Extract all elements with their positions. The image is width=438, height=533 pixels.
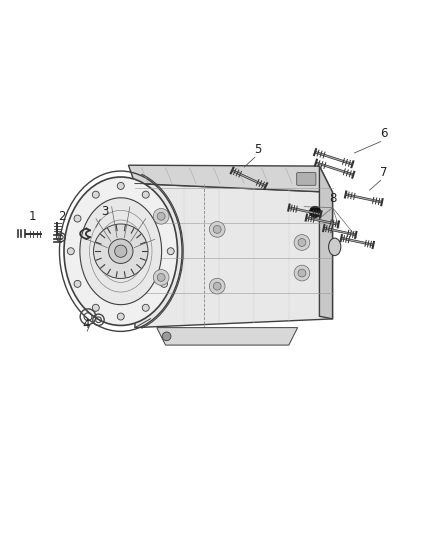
Ellipse shape [167, 248, 174, 255]
Polygon shape [128, 165, 332, 192]
Text: 2: 2 [58, 210, 66, 223]
Text: 1: 1 [28, 210, 36, 223]
Polygon shape [157, 328, 297, 345]
Circle shape [309, 206, 321, 217]
Ellipse shape [74, 215, 81, 222]
Circle shape [109, 239, 133, 263]
Circle shape [162, 332, 171, 341]
Circle shape [157, 212, 165, 220]
Ellipse shape [74, 280, 81, 287]
Circle shape [294, 265, 310, 281]
Text: 4: 4 [82, 318, 90, 331]
Circle shape [213, 225, 221, 233]
Circle shape [153, 270, 169, 285]
Ellipse shape [67, 248, 74, 255]
Ellipse shape [94, 224, 148, 278]
Text: 7: 7 [380, 166, 388, 179]
Circle shape [294, 235, 310, 251]
Circle shape [209, 278, 225, 294]
Ellipse shape [64, 177, 177, 326]
Ellipse shape [80, 198, 162, 305]
Text: 6: 6 [380, 127, 388, 140]
Circle shape [153, 208, 169, 224]
Ellipse shape [117, 182, 124, 189]
Ellipse shape [160, 215, 167, 222]
Ellipse shape [142, 304, 149, 311]
Circle shape [209, 222, 225, 237]
Circle shape [157, 273, 165, 281]
Ellipse shape [160, 280, 167, 287]
Polygon shape [135, 183, 332, 328]
Ellipse shape [117, 313, 124, 320]
Text: 3: 3 [101, 206, 108, 219]
Ellipse shape [328, 238, 341, 256]
Circle shape [213, 282, 221, 290]
Ellipse shape [92, 191, 99, 198]
Text: 8: 8 [329, 192, 336, 205]
Ellipse shape [92, 304, 99, 311]
Ellipse shape [142, 191, 149, 198]
FancyBboxPatch shape [297, 173, 316, 185]
Polygon shape [319, 166, 332, 319]
Circle shape [115, 245, 127, 257]
Text: 5: 5 [254, 143, 261, 157]
Circle shape [298, 239, 306, 246]
Circle shape [298, 269, 306, 277]
